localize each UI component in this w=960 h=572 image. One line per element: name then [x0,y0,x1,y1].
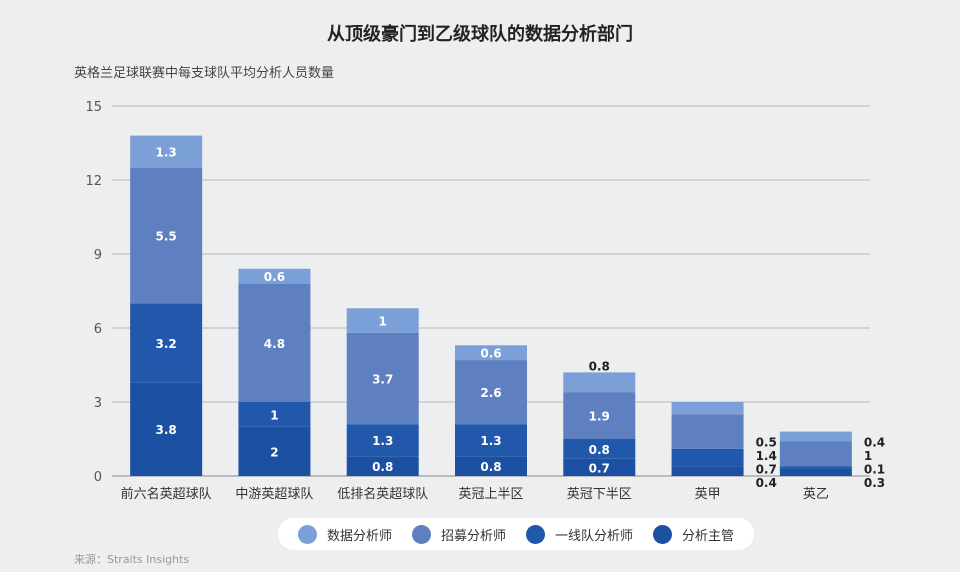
bar-segment [455,345,527,361]
bar-segment [346,456,419,476]
y-tick-label: 12 [85,174,102,189]
legend-item: 一线队分析师 [525,524,633,544]
data-label: 1 [270,408,278,422]
bar-segment [346,424,419,457]
legend-item: 分析主管 [652,524,734,544]
x-tick-label: 英甲 [695,487,721,502]
y-tick-label: 3 [94,396,102,411]
bar-segment [671,414,744,449]
bar-segment [130,382,203,476]
data-label: 0.7 [756,463,777,477]
legend-label: 分析主管 [681,528,734,544]
data-label: 0.8 [372,460,393,474]
bar-segment [238,268,311,284]
bar-segment [455,456,527,476]
data-label: 0.8 [589,443,610,457]
y-tick-label: 15 [85,100,102,115]
data-label: 0.4 [756,476,777,490]
data-label: 1 [379,315,387,329]
bar-segment [563,392,636,439]
bar-segment [130,167,203,304]
data-label: 1.3 [372,434,393,448]
x-tick-label: 前六名英超球队 [121,486,212,502]
legend-item: 数据分析师 [297,524,392,544]
legend-label: 一线队分析师 [554,528,633,544]
data-label: 2.6 [480,386,501,400]
bar-segment [346,332,419,425]
data-label: 0.7 [589,461,610,475]
legend: 数据分析师 招募分析师 一线队分析师 分析主管 [278,518,754,550]
data-label: 3.2 [156,337,177,351]
chart-title: 从顶级豪门到乙级球队的数据分析部门 [327,24,633,45]
bar-segment [779,431,852,442]
bar-segment [130,303,203,383]
bar-segment [671,448,744,467]
legend-swatch [411,524,431,544]
data-label: 0.6 [264,270,285,284]
data-label: 0.1 [864,463,885,477]
data-label: 3.7 [372,373,393,387]
bar-segment [346,308,419,333]
data-label: 1.3 [156,146,177,160]
x-tick-label: 中游英超球队 [235,487,313,502]
legend-label: 数据分析师 [326,528,392,544]
data-label: 0.6 [480,347,501,361]
data-label: 1.4 [756,449,777,463]
data-label: 0.3 [864,476,885,490]
data-label: 5.5 [156,230,177,244]
x-tick-label: 英冠上半区 [458,487,523,502]
chart-subtitle: 英格兰足球联赛中每支球队平均分析人员数量 [74,66,335,81]
bar-segment [455,424,527,457]
bar-segment [671,402,744,415]
bar-segment [455,360,527,425]
bar-segment [238,402,311,427]
data-label: 1.9 [589,410,610,424]
bar-segment [779,468,852,476]
legend-label: 招募分析师 [440,528,506,544]
legend-item: 招募分析师 [411,524,506,544]
source-note: 来源：Straits Insights [74,553,190,566]
legend-swatch [652,524,672,544]
bar-segment [779,441,852,467]
x-tick-label: 英乙 [803,487,829,502]
data-label: 1.3 [480,434,501,448]
y-tick-label: 9 [94,248,102,263]
data-label: 0.5 [756,436,777,450]
x-tick-label: 低排名英超球队 [337,486,428,502]
bar-segment [563,372,636,393]
legend-swatch [525,524,545,544]
bar-segment [563,439,636,459]
bar-segment [563,458,636,476]
bar-segment [130,135,203,168]
data-label: 0.4 [864,436,885,450]
bar-segment [238,283,311,402]
bar-segment [671,466,744,476]
y-tick-label: 6 [94,322,102,337]
data-label: 0.8 [589,359,610,373]
legend-swatch [297,524,317,544]
y-tick-label: 0 [94,470,102,485]
data-label: 0.8 [480,460,501,474]
data-label: 2 [270,445,278,459]
x-tick-label: 英冠下半区 [567,487,632,502]
data-label: 3.8 [156,423,177,437]
data-label: 1 [864,449,872,463]
data-label: 4.8 [264,337,285,351]
bar-segment [238,426,311,476]
bar-segment [779,466,852,469]
